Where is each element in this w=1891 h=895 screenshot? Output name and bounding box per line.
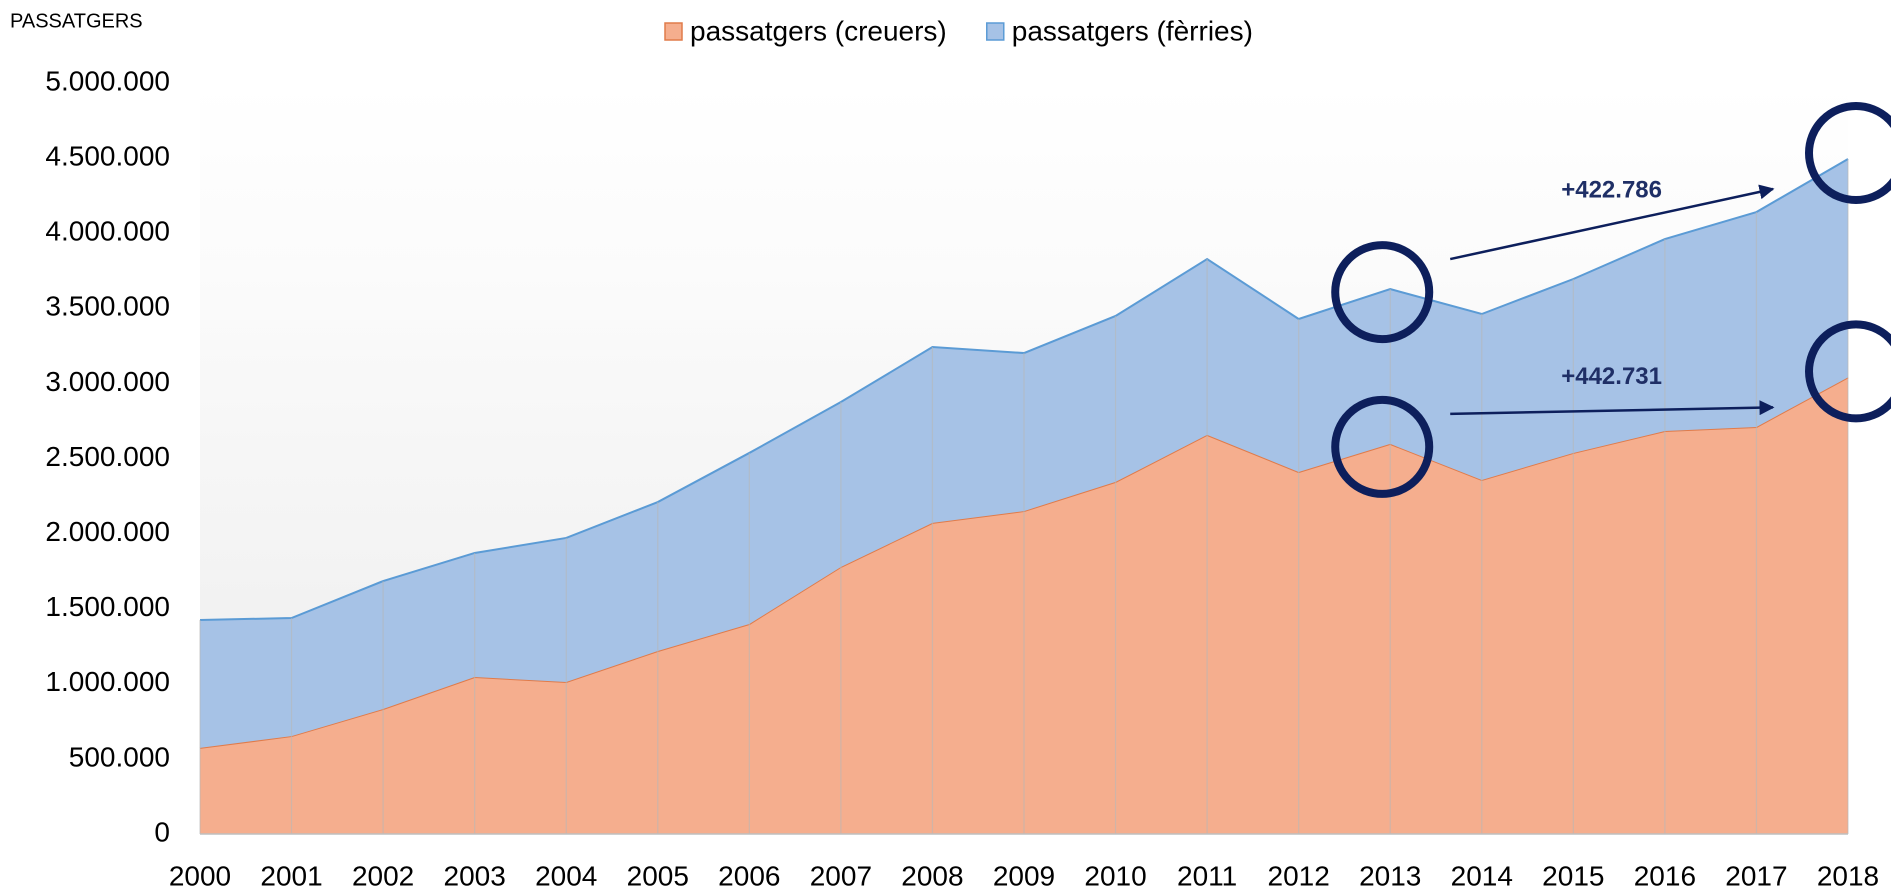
x-tick-label: 2011 [1177,860,1237,891]
x-tick-label: 2014 [1451,860,1513,891]
x-tick-label: 2004 [535,860,597,891]
legend-label: passatgers (creuers) [690,15,947,46]
y-tick-label: 500.000 [69,741,170,772]
y-tick-label: 5.000.000 [45,65,170,96]
x-tick-label: 2012 [1268,860,1330,891]
highlight-circle [1331,395,1434,498]
y-tick-label: 3.500.000 [45,291,170,322]
y-axis-label: PASSATGERS [10,10,143,32]
y-tick-label: 1.000.000 [45,666,170,697]
x-tick-label: 2010 [1084,860,1146,891]
y-tick-label: 4.000.000 [45,216,170,247]
x-tick-label: 2016 [1634,860,1696,891]
x-tick-label: 2006 [718,860,780,891]
x-tick-label: 2017 [1725,860,1787,891]
y-tick-label: 3.000.000 [45,366,170,397]
x-tick-label: 2002 [352,860,414,891]
x-tick-label: 2008 [901,860,963,891]
x-tick-label: 2009 [993,860,1055,891]
x-tick-label: 2005 [627,860,689,891]
highlight-circle [1331,241,1434,344]
highlight-circle [1805,320,1891,423]
y-tick-label: 2.000.000 [45,516,170,547]
legend-label: passatgers (fèrries) [1012,15,1253,46]
x-tick-label: 2003 [444,860,506,891]
x-tick-label: 2007 [810,860,872,891]
x-tick-label: 2001 [260,860,322,891]
x-tick-label: 2013 [1359,860,1421,891]
y-tick-label: 1.500.000 [45,591,170,622]
y-tick-label: 2.500.000 [45,441,170,472]
legend-swatch [986,22,1005,41]
annotation: +422.786 [1561,176,1662,203]
x-tick-label: 2000 [169,860,231,891]
x-tick-label: 2018 [1817,860,1879,891]
x-tick-label: 2015 [1542,860,1604,891]
annotation-arrow [1449,184,1775,261]
y-tick-label: 4.500.000 [45,140,170,171]
annotation: +442.731 [1561,363,1662,390]
legend-swatch [664,22,683,41]
annotation-arrow [1450,400,1775,416]
highlight-circle [1805,102,1891,204]
y-tick-label: 0 [154,816,170,847]
